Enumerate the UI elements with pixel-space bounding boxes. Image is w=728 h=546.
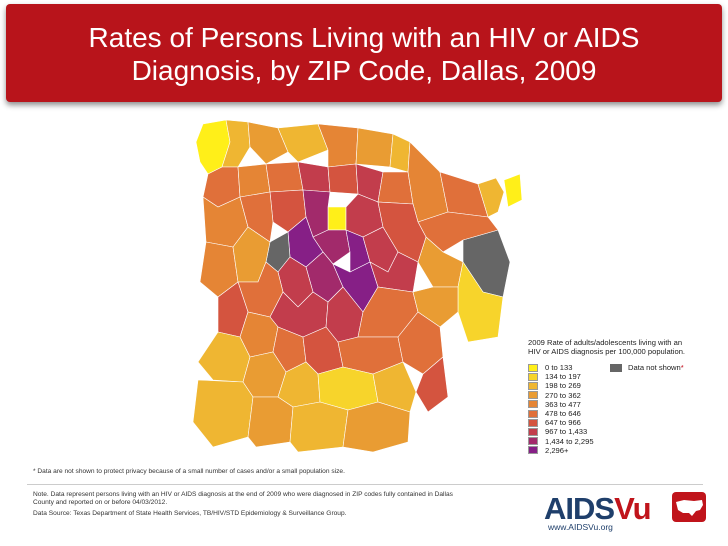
legend-label: 270 to 362 bbox=[545, 390, 581, 400]
legend-swatch bbox=[528, 418, 538, 427]
zip-region bbox=[277, 123, 329, 163]
zip-region bbox=[237, 163, 271, 198]
legend-label: 1,434 to 2,295 bbox=[545, 436, 594, 446]
legend-item: 270 to 362 bbox=[528, 391, 581, 400]
legend-data-not-shown: Data not shown * bbox=[610, 363, 684, 372]
zip-region bbox=[247, 121, 289, 165]
legend-label: 478 to 646 bbox=[545, 409, 581, 418]
legend-swatch bbox=[528, 400, 538, 409]
title-line-2: Diagnosis, by ZIP Code, Dallas, 2009 bbox=[131, 55, 597, 86]
zip-region bbox=[415, 356, 449, 413]
legend-item: 478 to 646 bbox=[528, 409, 581, 418]
zip-region bbox=[327, 206, 347, 231]
legend-swatch bbox=[528, 363, 538, 372]
zip-region bbox=[317, 366, 379, 411]
logo-url: www.AIDSVu.org bbox=[548, 522, 613, 532]
zip-region bbox=[377, 201, 427, 263]
legend-label: 198 to 269 bbox=[545, 381, 581, 391]
note-text: Note. Data represent persons living with… bbox=[33, 491, 503, 507]
zip-region bbox=[503, 173, 523, 208]
legend-item: 647 to 966 bbox=[528, 418, 581, 427]
legend-label: 2,296+ bbox=[545, 445, 569, 455]
data-not-shown-marker: * bbox=[680, 363, 684, 372]
legend-item: 198 to 269 bbox=[528, 381, 581, 390]
legend-swatch bbox=[528, 427, 538, 436]
legend-title-line-1: 2009 Rate of adults/adolescents living w… bbox=[528, 338, 683, 347]
zip-region bbox=[477, 177, 505, 218]
aidsvu-logo: AIDSVu www.AIDSVu.org bbox=[544, 489, 706, 535]
zip-region bbox=[297, 161, 331, 193]
legend-item: 363 to 477 bbox=[528, 400, 581, 409]
data-source: Data Source: Texas Department of State H… bbox=[33, 510, 347, 517]
legend-label: 134 to 197 bbox=[545, 372, 581, 382]
title-line-1: Rates of Persons Living with an HIV or A… bbox=[88, 22, 640, 53]
legend-title-line-2: HIV or AIDS diagnosis per 100,000 popula… bbox=[528, 347, 686, 356]
legend-label: 967 to 1,433 bbox=[545, 427, 588, 437]
zip-region bbox=[327, 163, 359, 195]
legend-swatch bbox=[528, 437, 538, 446]
legend-swatch bbox=[528, 409, 538, 418]
note-line-2: County and reported on or before 04/03/2… bbox=[33, 499, 168, 506]
zip-region bbox=[389, 133, 411, 173]
privacy-footnote: * Data are not shown to protect privacy … bbox=[33, 468, 345, 475]
legend-item: 967 to 1,433 bbox=[528, 427, 587, 436]
legend-item: 0 to 133 bbox=[528, 363, 572, 372]
zip-region bbox=[342, 401, 411, 453]
map-legend: 2009 Rate of adults/adolescents living w… bbox=[528, 338, 728, 455]
zip-region bbox=[247, 396, 294, 448]
legend-swatch bbox=[528, 381, 538, 390]
legend-swatch bbox=[528, 372, 538, 381]
page-title: Rates of Persons Living with an HIV or A… bbox=[6, 21, 722, 87]
legend-title: 2009 Rate of adults/adolescents living w… bbox=[528, 338, 728, 356]
bottom-info: Note. Data represent persons living with… bbox=[27, 484, 706, 539]
legend-item: 1,434 to 2,295 bbox=[528, 437, 594, 446]
zip-region bbox=[289, 401, 349, 453]
legend-label: 363 to 477 bbox=[545, 399, 581, 409]
zip-region bbox=[355, 127, 394, 168]
choropleth-map bbox=[178, 112, 528, 462]
title-banner: Rates of Persons Living with an HIV or A… bbox=[6, 4, 722, 102]
legend-item: 134 to 197 bbox=[528, 372, 581, 381]
zip-region bbox=[372, 361, 417, 413]
zip-region bbox=[239, 191, 274, 243]
legend-swatch bbox=[528, 446, 538, 455]
logo-part-vu: Vu bbox=[614, 491, 651, 526]
usa-map-icon bbox=[672, 492, 706, 522]
legend-item: 2,296+ bbox=[528, 446, 568, 455]
note-line-1: Note. Data represent persons living with… bbox=[33, 491, 453, 498]
zip-region bbox=[377, 171, 414, 205]
map-svg bbox=[192, 119, 523, 453]
logo-wordmark: AIDSVu bbox=[544, 491, 652, 527]
legend-label: 647 to 966 bbox=[545, 418, 581, 428]
logo-part-aids: AIDS bbox=[544, 491, 615, 526]
zip-region bbox=[192, 379, 254, 448]
legend-swatch bbox=[528, 391, 538, 400]
data-not-shown-label: Data not shown bbox=[628, 363, 681, 372]
zip-region bbox=[265, 161, 304, 193]
data-not-shown-swatch bbox=[610, 363, 622, 372]
legend-label: 0 to 133 bbox=[545, 363, 573, 372]
